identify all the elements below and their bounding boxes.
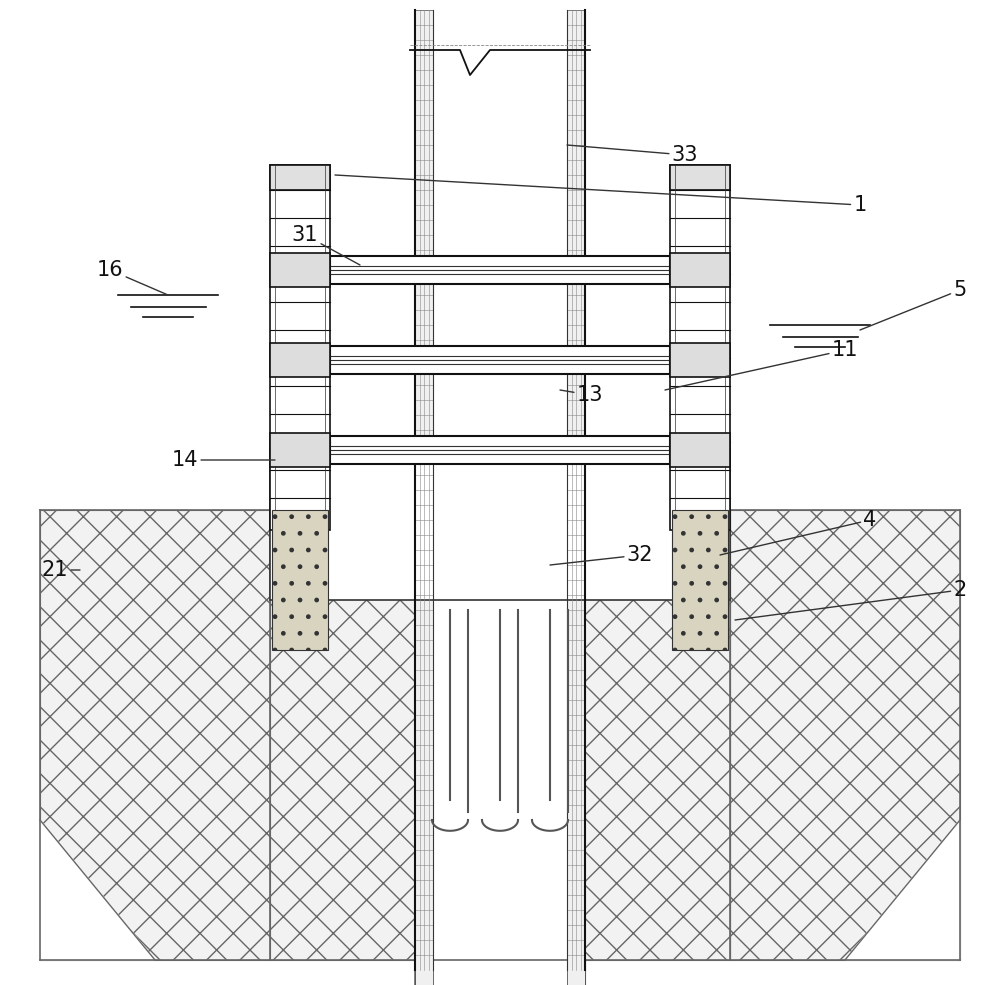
Text: 21: 21 bbox=[42, 560, 80, 580]
Bar bbox=[670, 253, 730, 287]
Polygon shape bbox=[845, 820, 960, 960]
Polygon shape bbox=[415, 960, 585, 985]
Polygon shape bbox=[40, 820, 155, 960]
Bar bbox=[330, 436, 670, 464]
Text: 5: 5 bbox=[860, 280, 967, 330]
Bar bbox=[270, 165, 330, 530]
Text: 14: 14 bbox=[172, 450, 275, 470]
Bar bbox=[567, 10, 585, 985]
Bar bbox=[270, 450, 730, 600]
Text: 13: 13 bbox=[560, 385, 603, 405]
Polygon shape bbox=[730, 510, 960, 960]
Bar bbox=[415, 10, 433, 985]
Bar bbox=[670, 343, 730, 377]
Bar bbox=[433, 10, 567, 985]
Bar bbox=[330, 346, 670, 374]
Polygon shape bbox=[40, 510, 270, 960]
Bar bbox=[270, 253, 330, 287]
Text: 31: 31 bbox=[292, 225, 360, 265]
Bar bbox=[270, 343, 330, 377]
Text: 33: 33 bbox=[567, 145, 698, 165]
Text: 16: 16 bbox=[97, 260, 168, 295]
Text: 32: 32 bbox=[550, 545, 653, 565]
Bar bbox=[270, 433, 330, 467]
Bar bbox=[670, 165, 730, 190]
Text: 2: 2 bbox=[735, 580, 967, 620]
Bar bbox=[672, 510, 728, 650]
Bar bbox=[330, 256, 670, 284]
Bar bbox=[670, 165, 730, 530]
Bar bbox=[270, 165, 330, 190]
Text: 1: 1 bbox=[335, 175, 867, 215]
Text: 11: 11 bbox=[665, 340, 858, 390]
Bar bbox=[670, 433, 730, 467]
Bar bbox=[272, 510, 328, 650]
Polygon shape bbox=[270, 510, 730, 960]
Text: 4: 4 bbox=[720, 510, 877, 555]
